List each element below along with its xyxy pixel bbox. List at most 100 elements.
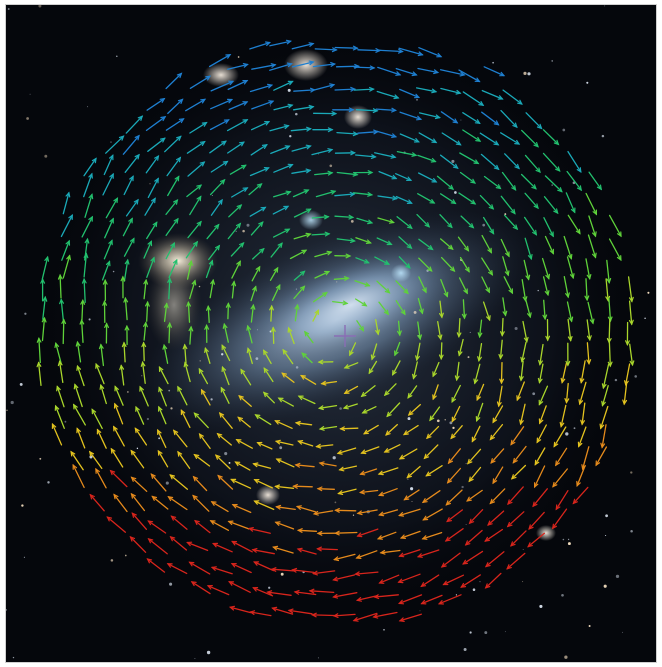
velocity-arrow <box>143 240 153 259</box>
velocity-arrow <box>439 214 453 229</box>
velocity-arrow <box>36 361 42 386</box>
velocity-arrow <box>462 112 481 125</box>
velocity-arrow <box>407 385 418 399</box>
velocity-arrow <box>500 109 518 129</box>
star <box>318 153 320 155</box>
velocity-arrow <box>426 425 440 440</box>
velocity-arrow <box>277 397 294 407</box>
velocity-arrow <box>122 134 140 155</box>
star <box>452 426 455 430</box>
velocity-arrow <box>300 374 317 385</box>
velocity-arrow <box>124 153 140 173</box>
velocity-arrow <box>464 529 483 546</box>
velocity-arrow <box>121 341 127 363</box>
velocity-arrow <box>253 561 275 572</box>
velocity-arrow <box>483 66 506 77</box>
star <box>407 478 409 480</box>
velocity-arrow <box>439 69 466 77</box>
velocity-arrow <box>73 383 83 408</box>
velocity-arrow <box>417 154 437 163</box>
velocity-arrow <box>158 405 167 425</box>
star <box>127 391 129 393</box>
velocity-arrow <box>70 450 84 471</box>
velocity-arrow <box>442 574 465 586</box>
velocity-arrow <box>76 364 85 387</box>
velocity-arrow <box>395 280 409 295</box>
velocity-arrow <box>229 164 247 175</box>
velocity-arrow <box>41 316 47 342</box>
velocity-arrow <box>312 291 328 303</box>
velocity-arrow <box>212 542 233 553</box>
star <box>168 389 171 392</box>
velocity-arrow <box>418 112 441 120</box>
velocity-arrow <box>356 320 365 332</box>
velocity-arrow <box>293 208 312 218</box>
velocity-arrow <box>147 137 166 152</box>
velocity-arrow <box>79 318 85 343</box>
velocity-arrow <box>510 464 527 480</box>
star <box>295 288 297 290</box>
velocity-arrow <box>395 67 418 77</box>
velocity-arrow <box>104 322 110 344</box>
velocity-arrow <box>406 465 421 479</box>
velocity-arrow <box>376 130 398 138</box>
velocity-arrow <box>552 468 568 488</box>
velocity-arrow <box>89 493 105 512</box>
star <box>29 93 31 95</box>
velocity-arrow <box>394 341 401 357</box>
velocity-arrow <box>56 385 65 408</box>
north-cluster-glow <box>284 49 328 81</box>
velocity-arrow <box>217 474 234 490</box>
star <box>350 220 354 223</box>
velocity-arrow <box>417 321 422 341</box>
velocity-arrow <box>418 257 433 272</box>
star <box>588 625 591 627</box>
velocity-arrow <box>190 581 211 595</box>
nebula-glow-outer <box>146 259 202 351</box>
star <box>601 134 605 138</box>
velocity-arrow <box>398 613 422 623</box>
velocity-arrow <box>186 541 209 552</box>
velocity-arrow <box>564 382 570 404</box>
star <box>644 317 646 319</box>
velocity-arrow <box>429 406 441 422</box>
star <box>465 463 467 465</box>
velocity-arrow <box>563 275 570 299</box>
velocity-arrow <box>334 253 352 259</box>
star <box>449 421 453 425</box>
velocity-arrow <box>359 468 378 476</box>
star <box>504 631 506 633</box>
velocity-arrow <box>355 550 378 560</box>
star <box>500 185 502 187</box>
velocity-arrow <box>477 319 483 339</box>
star <box>419 610 421 612</box>
velocity-arrow <box>250 120 271 131</box>
velocity-arrow <box>312 510 334 516</box>
velocity-arrow <box>210 160 229 173</box>
velocity-arrow <box>131 512 148 530</box>
velocity-arrow <box>123 237 135 257</box>
star <box>228 461 231 464</box>
velocity-arrow <box>585 192 598 216</box>
velocity-arrow <box>395 173 413 181</box>
velocity-arrow <box>402 424 419 436</box>
velocity-arrow <box>145 154 160 174</box>
star <box>567 542 571 546</box>
star <box>336 281 338 283</box>
velocity-arrow <box>417 67 440 75</box>
velocity-arrow <box>293 232 312 240</box>
velocity-arrow <box>291 60 315 68</box>
velocity-arrow <box>158 365 169 385</box>
velocity-arrow <box>360 446 380 455</box>
velocity-arrow <box>269 62 293 71</box>
velocity-arrow <box>451 405 461 423</box>
velocity-arrow <box>437 320 443 341</box>
star <box>455 594 458 596</box>
velocity-arrow <box>532 488 548 508</box>
velocity-arrow <box>167 495 188 511</box>
velocity-arrow <box>295 505 317 513</box>
north-cluster-glow-2 <box>344 105 372 129</box>
velocity-arrow <box>444 528 464 542</box>
velocity-arrow <box>166 563 188 575</box>
velocity-arrow <box>333 276 350 281</box>
